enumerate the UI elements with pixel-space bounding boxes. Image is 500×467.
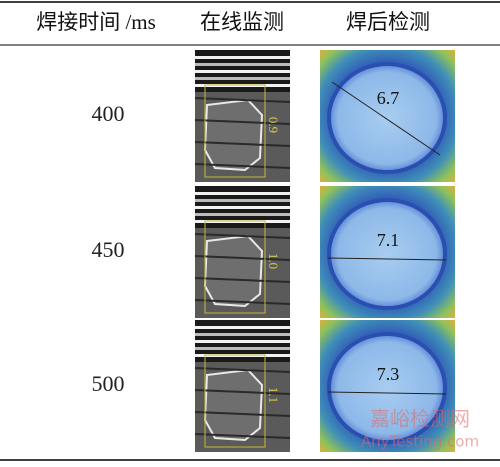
post-size: 6.7 [377,88,400,108]
weld-spot [327,62,447,174]
post-weld-image: 6.7 [320,50,455,182]
echo-line [194,163,291,169]
echo-stripe [195,326,290,329]
echo-line [194,367,291,373]
weld-time: 500 [92,371,125,396]
echo-stripe [195,213,290,216]
echo-stripe [195,63,290,66]
ultrasonic-image: 0.9 [194,50,291,182]
echo-line [194,299,291,305]
table-row: 500 1.1 7.3 [92,320,455,452]
measure-box [204,84,266,178]
ultrasonic-image: 1.0 [194,186,291,318]
echo-stripe [195,333,290,336]
online-size: 1.0 [266,253,281,269]
echo-line [194,411,291,417]
diameter-line [327,257,447,261]
weld-time: 400 [92,101,125,126]
echo-line [194,277,291,283]
online-size: 1.1 [266,387,281,403]
online-size: 0.9 [266,117,281,133]
post-size: 7.3 [377,364,400,384]
table-row: 400 0.9 6.7 [92,50,455,182]
diameter-line [327,391,447,395]
table-row: 450 1.0 7.1 [92,186,455,318]
echo-line [194,255,291,261]
echo-line [194,233,291,239]
nugget-outline [203,368,264,442]
echo-stripe [195,192,290,195]
echo-stripe [195,70,290,73]
header-cell: 在线监测 [200,10,284,34]
echo-stripe [195,206,290,209]
echo-stripe [195,77,290,80]
weld-time: 450 [92,237,125,262]
post-weld-image: 7.1 [320,186,455,318]
header-cell: 焊接时间 /ms [36,10,156,34]
nugget-outline [203,234,264,308]
echo-stripe [195,56,290,59]
echo-line [194,141,291,147]
header-cell: 焊后检测 [346,10,430,34]
weld-spot [327,332,447,444]
echo-line [194,97,291,103]
watermark-title: 嘉峪检测网 [370,407,470,431]
echo-stripe [195,347,290,350]
watermark-url: AnyTesting.com [361,433,479,451]
post-size: 7.1 [377,230,400,250]
echo-stripe [195,199,290,202]
echo-line [194,389,291,395]
ultrasonic-image: 1.1 [194,320,291,452]
nugget-outline [203,98,264,172]
measure-box [204,354,266,448]
echo-stripe [195,340,290,343]
post-weld-image: 7.3 [320,320,455,452]
measure-box [204,220,266,314]
echo-line [194,119,291,125]
weld-spot [327,198,447,310]
table-body: 400 0.9 6.7 450 1.0 7.1 500 1.1 7.3 [92,50,455,452]
echo-line [194,433,291,439]
diameter-line [331,81,441,156]
